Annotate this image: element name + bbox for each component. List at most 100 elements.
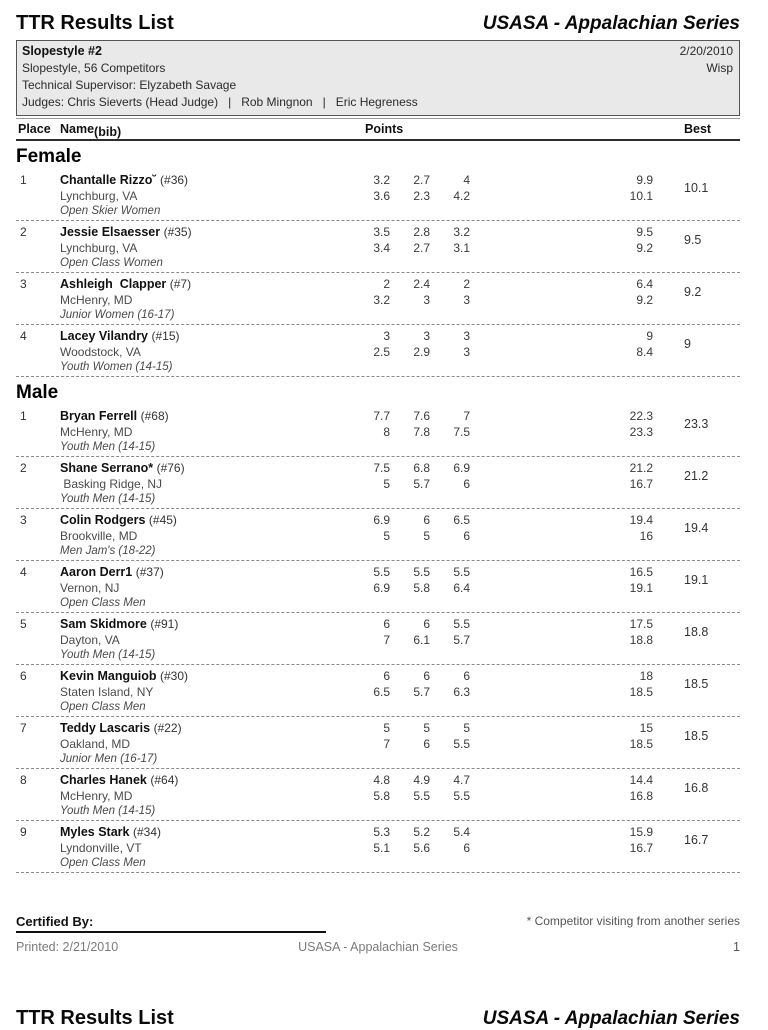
run2-judge2-score: 5.8 [413, 581, 430, 595]
run1-judge2-score: 7.6 [413, 409, 430, 423]
column-header-bib: (bib) [94, 125, 122, 139]
place-number: 6 [20, 669, 27, 683]
run1-total: 14.4 [629, 773, 653, 787]
run1-judge1-score: 5.3 [373, 825, 390, 839]
document-header: TTR Results List USASA - Appalachian Ser… [16, 12, 740, 35]
competitor-name-text: Teddy Lascaris [60, 721, 151, 735]
competitor-division: Youth Men (14-15) [60, 493, 156, 505]
run2-total: 16.8 [629, 789, 653, 803]
competitor-name: Shane Serrano* (#76) [60, 460, 350, 476]
run2-judge3-score: 3 [463, 293, 470, 307]
competitor-row: 1 Bryan Ferrell (#68) 7.7 7.6 7 22.3 23.… [16, 405, 740, 457]
competitor-bib: (#30) [160, 669, 189, 683]
run2-judge3-score: 6 [463, 841, 470, 855]
run1-total: 19.4 [629, 513, 653, 527]
next-page-document-title: TTR Results List [16, 1007, 174, 1029]
competitor-city: Dayton, VA [60, 633, 120, 647]
next-page-header-partial: TTR Results List USASA - Appalachian Ser… [16, 1007, 740, 1030]
run2-judge1-score: 5 [383, 529, 390, 543]
run1-total: 17.5 [629, 617, 653, 631]
run1-judge3-score: 3 [463, 329, 470, 343]
certified-by-label: Certified By: [16, 914, 326, 933]
competitor-name-text: Kevin Manguiob [60, 669, 157, 683]
run2-total: 18.5 [629, 685, 653, 699]
competitor-name-text: Bryan Ferrell [60, 409, 138, 423]
competitor-division: Open Class Women [60, 257, 163, 269]
results-table-header: Place Name (bib) Points Best [16, 118, 740, 141]
run1-judge3-score: 6 [463, 669, 470, 683]
run2-judge1-score: 3.4 [373, 241, 390, 255]
competitor-city: Woodstock, VA [60, 345, 141, 359]
competitor-name-text: Aaron Derr1 [60, 565, 133, 579]
competitor-row: 4 Aaron Derr1 (#37) 5.5 5.5 5.5 16.5 19.… [16, 561, 740, 613]
run1-judge1-score: 5 [383, 721, 390, 735]
run2-judge2-score: 2.3 [413, 189, 430, 203]
run2-judge2-score: 5.7 [413, 685, 430, 699]
run2-total: 18.8 [629, 633, 653, 647]
competitor-bib: (#34) [132, 825, 161, 839]
competitor-name: Kevin Manguiob (#30) [60, 668, 350, 684]
run2-judge3-score: 4.2 [453, 189, 470, 203]
run1-judge1-score: 6 [383, 617, 390, 631]
run2-judge3-score: 5.7 [453, 633, 470, 647]
best-score: 16.7 [684, 833, 709, 847]
run2-judge1-score: 3.6 [373, 189, 390, 203]
run1-judge3-score: 7 [463, 409, 470, 423]
competitor-city: Basking Ridge, NJ [60, 477, 163, 491]
column-header-points: Points [365, 122, 404, 136]
run1-judge2-score: 6.8 [413, 461, 430, 475]
run2-judge3-score: 5.5 [453, 789, 470, 803]
event-info-box: Slopestyle #2 2/20/2010 Slopestyle, 56 C… [16, 40, 740, 116]
competitor-row: 3 Colin Rodgers (#45) 6.9 6 6.5 19.4 19.… [16, 509, 740, 561]
run2-total: 9.2 [636, 241, 653, 255]
competitor-name-text: Ashleigh Clapper [60, 277, 167, 291]
run2-total: 8.4 [636, 345, 653, 359]
competitor-bib: (#36) [160, 173, 189, 187]
competitor-name-text: Jessie Elsaesser [60, 225, 161, 239]
competitor-city: Brookville, MD [60, 529, 138, 543]
competitor-row: 8 Charles Hanek (#64) 4.8 4.9 4.7 14.4 1… [16, 769, 740, 821]
column-header-name-label: Name [60, 122, 95, 136]
run1-judge1-score: 7.7 [373, 409, 390, 423]
technical-supervisor-line: Technical Supervisor: Elyzabeth Savage [22, 77, 733, 94]
competitor-row: 5 Sam Skidmore (#91) 6 6 5.5 17.5 18.8 D… [16, 613, 740, 665]
place-number: 2 [20, 225, 27, 239]
visiting-competitor-note: * Competitor visiting from another serie… [526, 914, 740, 928]
competitor-city: Oakland, MD [60, 737, 131, 751]
competitor-bib: (#7) [169, 277, 192, 291]
run1-judge1-score: 7.5 [373, 461, 390, 475]
best-score: 10.1 [684, 181, 709, 195]
place-number: 8 [20, 773, 27, 787]
run2-judge3-score: 7.5 [453, 425, 470, 439]
competitor-name: Myles Stark (#34) [60, 824, 350, 840]
place-number: 3 [20, 513, 27, 527]
competitor-division: Youth Men (14-15) [60, 805, 156, 817]
place-number: 2 [20, 461, 27, 475]
run1-total: 9 [646, 329, 653, 343]
run1-judge1-score: 3.2 [373, 173, 390, 187]
run1-judge2-score: 6 [423, 669, 430, 683]
run1-judge3-score: 5 [463, 721, 470, 735]
competitor-city: McHenry, MD [60, 425, 133, 439]
competitor-division: Youth Men (14-15) [60, 441, 156, 453]
run1-judge2-score: 3 [423, 329, 430, 343]
place-number: 9 [20, 825, 27, 839]
run2-total: 18.5 [629, 737, 653, 751]
competitor-name-text: Lacey Vilandry [60, 329, 149, 343]
results-table-body: Female 1 Chantalle Rizzo˘ (#36) 3.2 2.7 … [16, 146, 740, 873]
best-score: 9.5 [684, 233, 702, 247]
competitor-bib: (#68) [140, 409, 169, 423]
competitor-division: Open Class Men [60, 597, 146, 609]
competitor-row: 6 Kevin Manguiob (#30) 6 6 6 18 18.5 Sta… [16, 665, 740, 717]
best-score: 9.2 [684, 285, 702, 299]
competitor-division: Junior Men (16-17) [60, 753, 158, 765]
competitor-row: 4 Lacey Vilandry (#15) 3 3 3 9 9 Woodsto… [16, 325, 740, 377]
competitor-name-text: Myles Stark [60, 825, 130, 839]
run2-judge3-score: 6 [463, 529, 470, 543]
run1-judge2-score: 2.7 [413, 173, 430, 187]
run1-total: 9.5 [636, 225, 653, 239]
competitor-name-text: Colin Rodgers [60, 513, 146, 527]
competitor-row: 3 Ashleigh Clapper (#7) 2 2.4 2 6.4 9.2 … [16, 273, 740, 325]
column-header-name: Name (bib) [60, 122, 121, 139]
